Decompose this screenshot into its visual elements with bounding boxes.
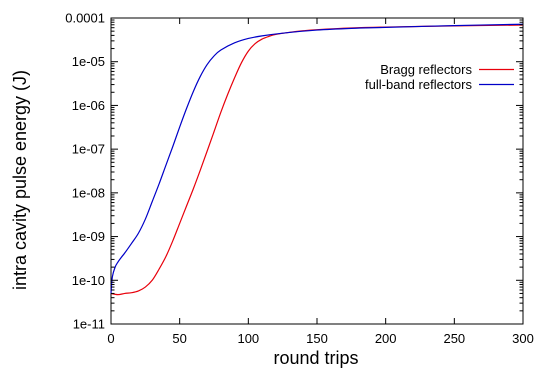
axis-ticks: 0 50 100 150 200 250 300 1e-11 1e-10 1e-09 1e-08 1e… (65, 11, 534, 347)
x-tick-label: 0 (107, 331, 114, 346)
x-tick-label: 100 (237, 331, 259, 346)
y-tick-label: 1e-09 (72, 229, 105, 244)
y-tick-label: 1e-11 (73, 317, 105, 332)
x-tick-label: 300 (512, 331, 534, 346)
series-lines (110, 23, 524, 296)
x-tick-label: 50 (172, 331, 186, 346)
x-tick-label: 250 (443, 331, 465, 346)
series-line-1 (110, 23, 524, 294)
y-tick-label: 1e-06 (72, 98, 105, 113)
y-tick-label: 0.0001 (65, 11, 105, 26)
x-tick-label: 150 (306, 331, 328, 346)
x-axis-title: round trips (273, 348, 358, 368)
y-tick-label: 1e-10 (72, 273, 105, 288)
legend-label-1: full-band reflectors (365, 77, 472, 92)
legend-label-0: Bragg reflectors (380, 62, 472, 77)
x-tick-label: 200 (375, 331, 397, 346)
y-tick-label: 1e-05 (72, 54, 105, 69)
y-tick-label: 1e-08 (72, 185, 105, 200)
y-axis-title: intra cavity pulse energy (J) (10, 70, 30, 290)
y-tick-label: 1e-07 (72, 142, 105, 157)
